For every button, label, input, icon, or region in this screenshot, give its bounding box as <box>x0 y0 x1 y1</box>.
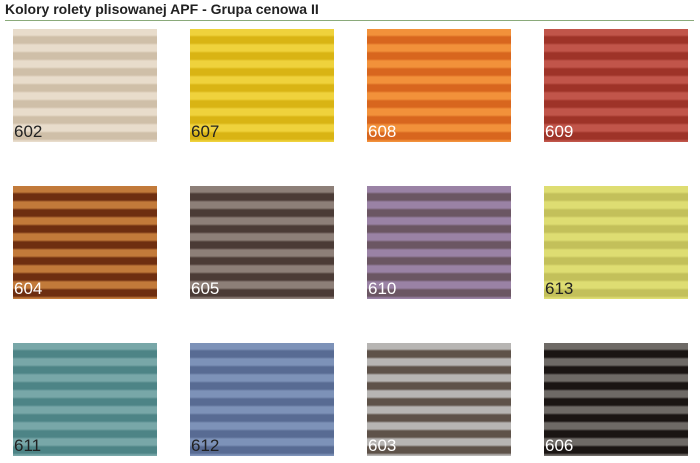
color-swatch-604[interactable]: 604 <box>13 186 157 299</box>
color-swatch-607[interactable]: 607 <box>190 29 334 142</box>
swatch-code: 605 <box>191 279 220 298</box>
swatch-code: 612 <box>191 436 220 455</box>
color-swatch-611[interactable]: 611 <box>13 343 157 456</box>
swatch-code: 613 <box>545 279 574 298</box>
swatch-code: 608 <box>368 122 397 141</box>
color-swatch-608[interactable]: 608 <box>367 29 511 142</box>
swatch-code: 611 <box>14 436 42 455</box>
swatch-code: 610 <box>368 279 397 298</box>
color-swatch-612[interactable]: 612 <box>190 343 334 456</box>
page-title: Kolory rolety plisowanej APF - Grupa cen… <box>5 1 319 17</box>
color-swatch-603[interactable]: 603 <box>367 343 511 456</box>
color-swatch-606[interactable]: 606 <box>544 343 688 456</box>
color-swatch-610[interactable]: 610 <box>367 186 511 299</box>
swatch-code: 602 <box>14 122 43 141</box>
swatch-code: 609 <box>545 122 574 141</box>
swatch-code: 606 <box>545 436 574 455</box>
swatch-code: 604 <box>14 279 43 298</box>
color-swatch-602[interactable]: 602 <box>13 29 157 142</box>
color-swatch-609[interactable]: 609 <box>544 29 688 142</box>
swatch-code: 607 <box>191 122 220 141</box>
color-swatch-605[interactable]: 605 <box>190 186 334 299</box>
color-swatch-613[interactable]: 613 <box>544 186 688 299</box>
swatch-code: 603 <box>368 436 397 455</box>
title-divider <box>5 20 694 21</box>
